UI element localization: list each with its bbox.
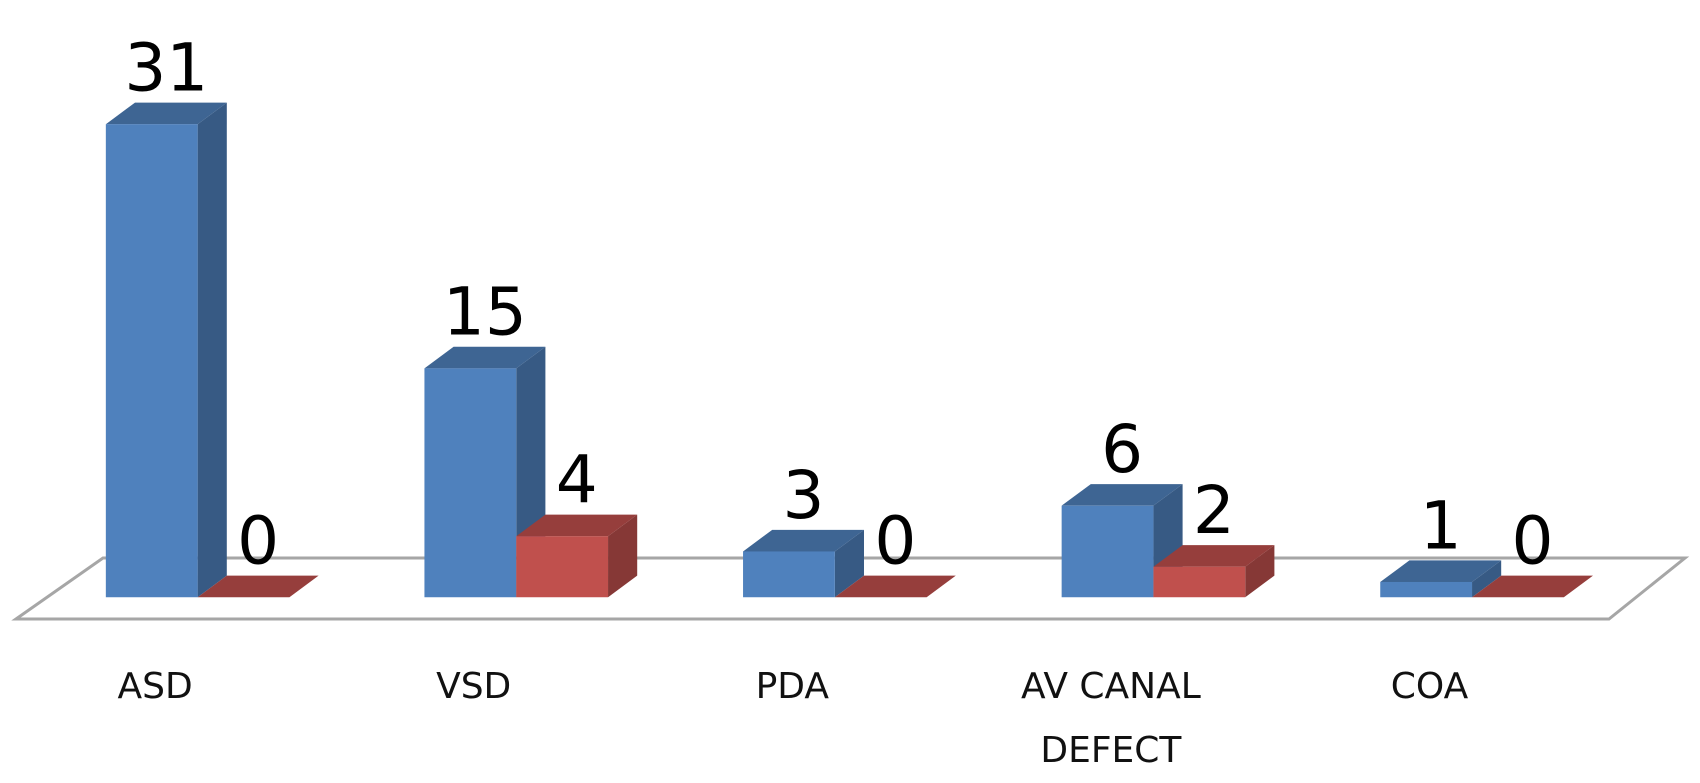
value-label: 0 bbox=[874, 503, 916, 580]
bar bbox=[1153, 566, 1246, 598]
bar-top bbox=[1472, 575, 1593, 598]
value-label: 0 bbox=[1512, 503, 1554, 580]
bar-side bbox=[1245, 545, 1275, 598]
bar bbox=[105, 124, 198, 598]
bar bbox=[516, 536, 609, 598]
value-label: 1 bbox=[1420, 487, 1462, 564]
bar-side bbox=[1472, 560, 1502, 598]
value-label: 3 bbox=[783, 457, 825, 534]
bar-top bbox=[197, 575, 319, 598]
value-label: 4 bbox=[556, 442, 598, 519]
bar-top bbox=[1380, 560, 1502, 582]
value-label: 31 bbox=[124, 30, 208, 107]
bar bbox=[424, 368, 517, 598]
x-tick-label: ASD bbox=[117, 666, 193, 707]
bar-side bbox=[197, 102, 227, 598]
x-tick-label: COA bbox=[1390, 666, 1469, 707]
bar-top bbox=[424, 346, 546, 369]
value-label: 15 bbox=[443, 274, 527, 351]
bar-top bbox=[834, 575, 956, 598]
bar-top bbox=[516, 514, 638, 537]
bar-side bbox=[608, 514, 638, 598]
bar bbox=[1380, 581, 1473, 598]
bar-top bbox=[1061, 484, 1183, 506]
bar bbox=[743, 551, 835, 598]
x-tick-label: AV CANAL DEFECT bbox=[1021, 666, 1201, 771]
bar-top bbox=[1153, 545, 1275, 567]
x-tick-label: VSD bbox=[436, 666, 512, 707]
value-label: 2 bbox=[1193, 472, 1235, 549]
bar-top bbox=[743, 529, 864, 552]
bar-top bbox=[105, 102, 227, 125]
x-tick-label: PDA bbox=[755, 666, 830, 707]
value-label: 0 bbox=[237, 503, 279, 580]
value-label: 6 bbox=[1101, 411, 1143, 488]
bar bbox=[1061, 505, 1154, 598]
bar-side bbox=[834, 529, 864, 598]
